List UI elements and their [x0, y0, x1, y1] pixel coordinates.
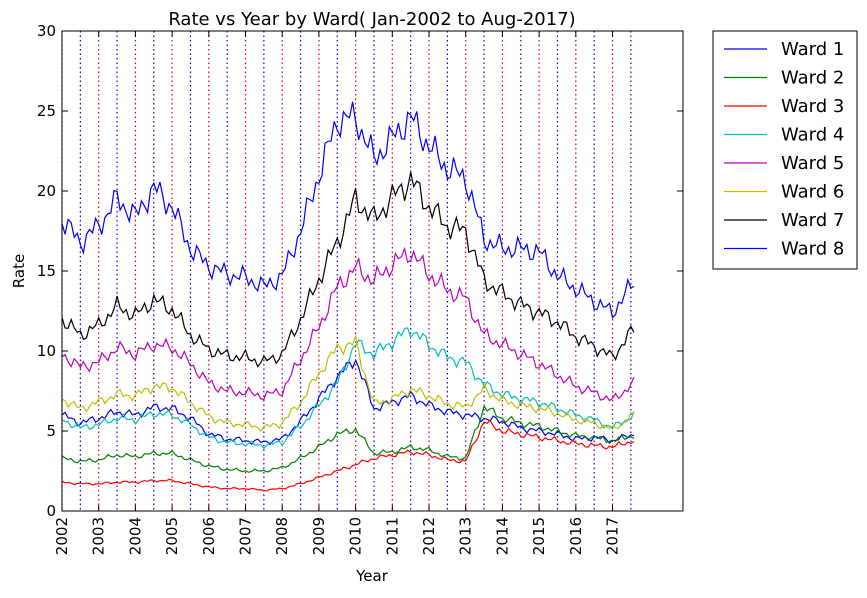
- year-marker-lines: [61, 31, 632, 511]
- legend-label: Ward 1: [781, 39, 844, 60]
- legend-label: Ward 5: [781, 153, 844, 174]
- x-tick-label: 2013: [457, 517, 475, 555]
- x-tick-label: 2012: [420, 517, 438, 555]
- y-tick-label: 25: [37, 102, 56, 120]
- y-tick-label: 10: [37, 342, 56, 360]
- legend-label: Ward 3: [781, 96, 844, 117]
- legend-label: Ward 4: [781, 125, 844, 146]
- x-tick-label: 2004: [126, 517, 144, 555]
- x-tick-label: 2016: [567, 517, 585, 555]
- x-tick-label: 2006: [200, 517, 218, 555]
- x-tick-label: 2003: [90, 517, 108, 555]
- series-line-ward-6: [61, 334, 635, 432]
- legend-label: Ward 8: [781, 239, 844, 260]
- x-tick-label: 2005: [163, 517, 181, 555]
- y-tick-label: 15: [37, 262, 56, 280]
- series-line-ward-3: [61, 419, 635, 492]
- x-tick-label: 2002: [53, 517, 71, 555]
- x-tick-label: 2007: [237, 517, 255, 555]
- series-line-ward-2: [61, 404, 635, 473]
- y-axis-label: Rate: [10, 254, 28, 288]
- x-tick-label: 2014: [493, 517, 511, 555]
- x-tick-label: 2015: [530, 517, 548, 555]
- series-lines: [61, 101, 635, 492]
- series-line-ward-8: [61, 101, 635, 320]
- axes: 0 5 10 15 20 25 30 2002 2003 2004 2005 2006 2007 2008…: [37, 22, 684, 555]
- x-axis-label: Year: [355, 567, 389, 585]
- series-line-ward-5: [61, 246, 635, 402]
- x-tick-label: 2011: [383, 517, 401, 555]
- legend-label: Ward 7: [781, 210, 844, 231]
- x-tick-label: 2010: [347, 517, 365, 555]
- series-line-ward-7: [61, 172, 635, 368]
- legend-label: Ward 6: [781, 182, 844, 203]
- legend-box: [712, 30, 858, 270]
- legend-label: Ward 2: [781, 68, 844, 89]
- y-tick-label: 5: [46, 422, 56, 440]
- x-tick-label: 2017: [604, 517, 622, 555]
- y-tick-label: 30: [37, 22, 56, 40]
- series-line-ward-4: [61, 327, 635, 450]
- legend: Ward 1 Ward 2 Ward 3 Ward 4 Ward 5 Ward 6 Ward…: [712, 30, 858, 270]
- x-tick-label: 2008: [273, 517, 291, 555]
- y-tick-label: 20: [37, 182, 56, 200]
- y-tick-label: 0: [46, 502, 56, 520]
- x-tick-label: 2009: [310, 517, 328, 555]
- chart-title: Rate vs Year by Ward( Jan-2002 to Aug-20…: [168, 9, 575, 30]
